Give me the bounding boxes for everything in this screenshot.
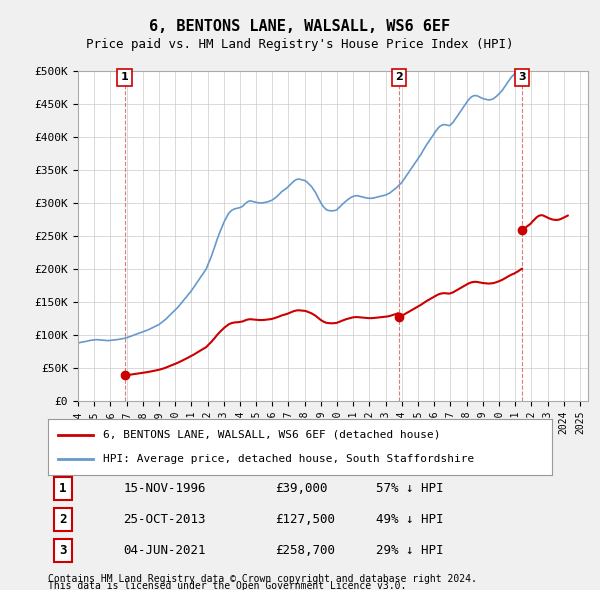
Text: 25-OCT-2013: 25-OCT-2013 bbox=[124, 513, 206, 526]
Text: 1: 1 bbox=[59, 481, 67, 494]
Text: 2: 2 bbox=[395, 73, 403, 83]
Text: 3: 3 bbox=[518, 73, 526, 83]
Text: 04-JUN-2021: 04-JUN-2021 bbox=[124, 544, 206, 557]
Text: £39,000: £39,000 bbox=[275, 481, 328, 494]
Text: This data is licensed under the Open Government Licence v3.0.: This data is licensed under the Open Gov… bbox=[48, 582, 406, 590]
Text: £127,500: £127,500 bbox=[275, 513, 335, 526]
Text: 29% ↓ HPI: 29% ↓ HPI bbox=[376, 544, 443, 557]
Text: 6, BENTONS LANE, WALSALL, WS6 6EF: 6, BENTONS LANE, WALSALL, WS6 6EF bbox=[149, 19, 451, 34]
Text: Price paid vs. HM Land Registry's House Price Index (HPI): Price paid vs. HM Land Registry's House … bbox=[86, 38, 514, 51]
Text: Contains HM Land Registry data © Crown copyright and database right 2024.: Contains HM Land Registry data © Crown c… bbox=[48, 575, 477, 584]
Text: 49% ↓ HPI: 49% ↓ HPI bbox=[376, 513, 443, 526]
Text: 3: 3 bbox=[59, 544, 67, 557]
Text: 6, BENTONS LANE, WALSALL, WS6 6EF (detached house): 6, BENTONS LANE, WALSALL, WS6 6EF (detac… bbox=[103, 430, 441, 440]
Text: HPI: Average price, detached house, South Staffordshire: HPI: Average price, detached house, Sout… bbox=[103, 454, 475, 464]
Text: 2: 2 bbox=[59, 513, 67, 526]
Text: £258,700: £258,700 bbox=[275, 544, 335, 557]
Text: 1: 1 bbox=[121, 73, 128, 83]
Text: 15-NOV-1996: 15-NOV-1996 bbox=[124, 481, 206, 494]
Text: 57% ↓ HPI: 57% ↓ HPI bbox=[376, 481, 443, 494]
